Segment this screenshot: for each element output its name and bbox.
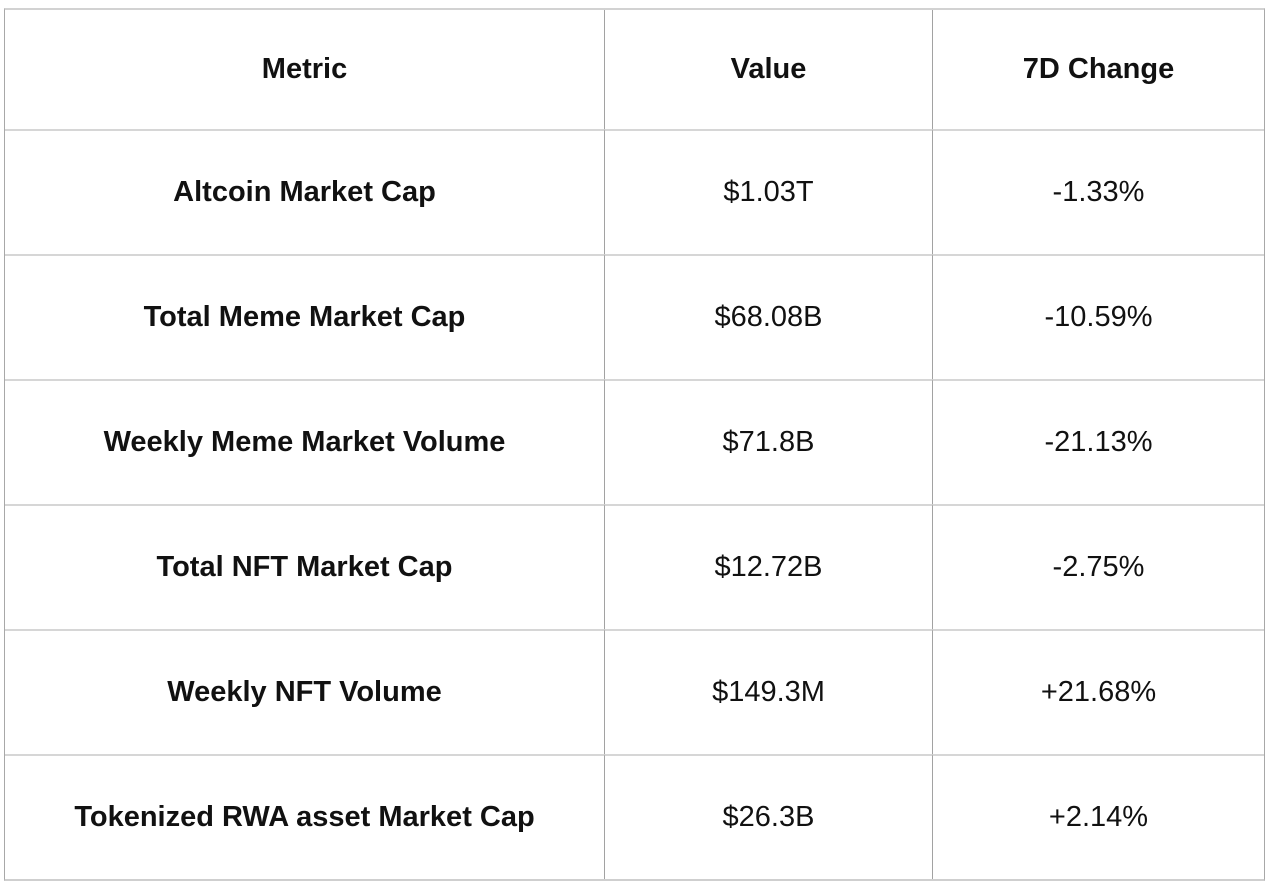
table-cell-metric: Altcoin Market Cap xyxy=(5,129,605,254)
table-cell-change: -2.75% xyxy=(933,504,1264,629)
column-header-metric: Metric xyxy=(5,10,605,129)
column-header-value: Value xyxy=(605,10,933,129)
table-cell-metric: Total Meme Market Cap xyxy=(5,254,605,379)
table-cell-value: $68.08B xyxy=(605,254,933,379)
table-cell-change: -1.33% xyxy=(933,129,1264,254)
table-cell-metric: Weekly NFT Volume xyxy=(5,629,605,754)
table-cell-metric: Total NFT Market Cap xyxy=(5,504,605,629)
table-cell-change: +2.14% xyxy=(933,754,1264,879)
table-cell-value: $12.72B xyxy=(605,504,933,629)
column-header-7d-change: 7D Change xyxy=(933,10,1264,129)
table-cell-metric: Weekly Meme Market Volume xyxy=(5,379,605,504)
table-cell-value: $71.8B xyxy=(605,379,933,504)
table-cell-value: $1.03T xyxy=(605,129,933,254)
metrics-table: Metric Value 7D Change Altcoin Market Ca… xyxy=(4,8,1265,881)
table-cell-value: $149.3M xyxy=(605,629,933,754)
table-cell-value: $26.3B xyxy=(605,754,933,879)
table-cell-metric: Tokenized RWA asset Market Cap xyxy=(5,754,605,879)
table-cell-change: +21.68% xyxy=(933,629,1264,754)
table-cell-change: -21.13% xyxy=(933,379,1264,504)
table-cell-change: -10.59% xyxy=(933,254,1264,379)
